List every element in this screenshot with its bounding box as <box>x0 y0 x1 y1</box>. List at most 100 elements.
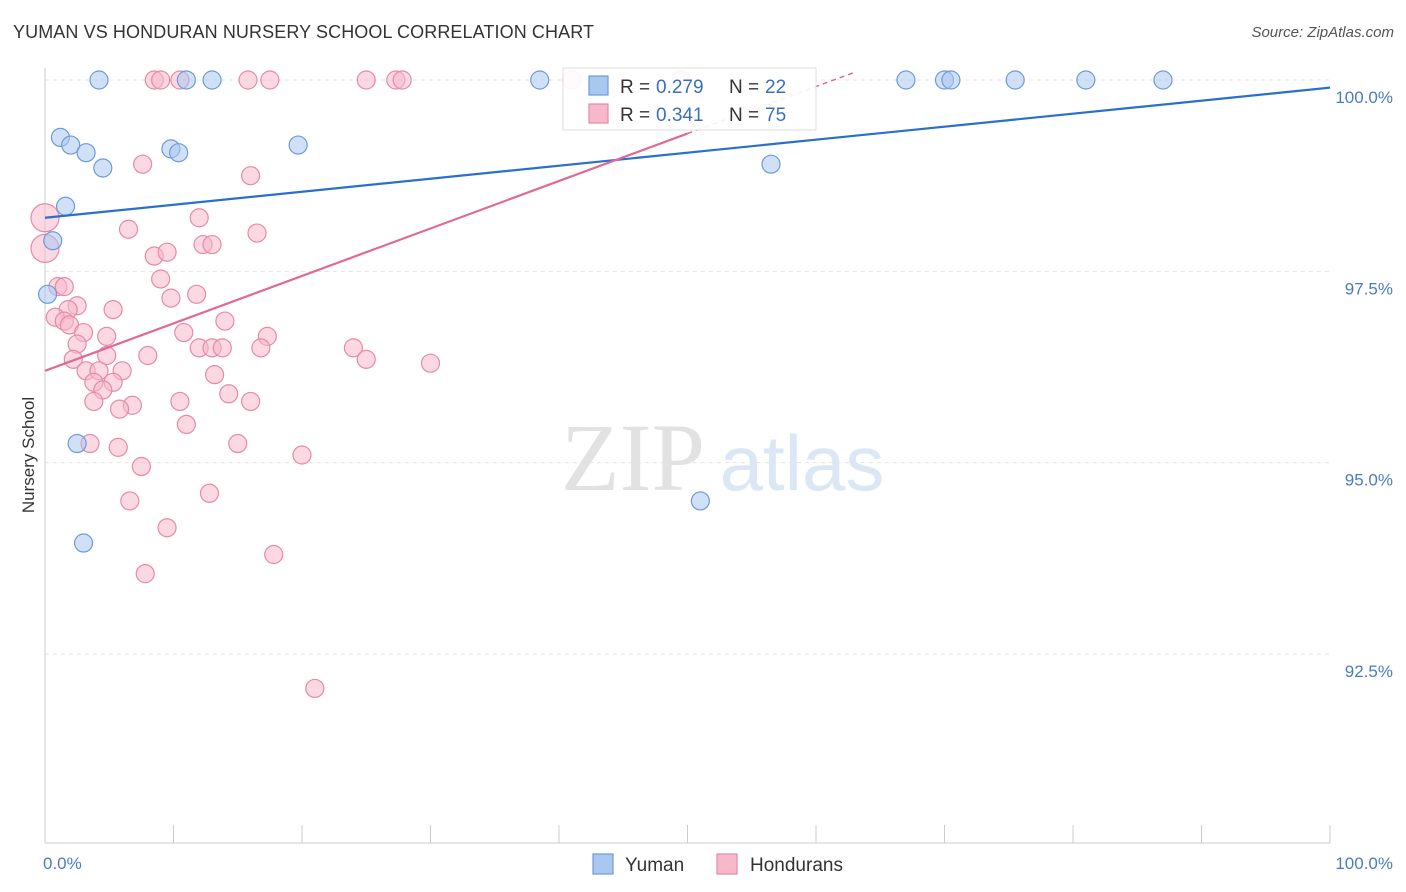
bottom-legend-swatch-hondurans <box>716 853 738 875</box>
chart-title: YUMAN VS HONDURAN NURSERY SCHOOL CORRELA… <box>13 22 595 42</box>
point-yuman <box>61 135 81 155</box>
point-yuman <box>176 70 196 90</box>
legend-swatch-yuman <box>588 75 609 96</box>
point-hondurans <box>131 456 151 477</box>
x-tick-label: 0.0% <box>43 854 82 873</box>
point-yuman <box>1005 70 1025 90</box>
y-tick-label: 100.0% <box>1335 88 1393 107</box>
point-yuman <box>1153 70 1173 90</box>
legend-swatch-hondurans <box>588 103 609 124</box>
point-hondurans <box>97 345 117 366</box>
watermark-zip: ZIP <box>561 404 705 511</box>
y-tick-label: 95.0% <box>1345 471 1393 490</box>
point-hondurans <box>157 518 177 538</box>
point-hondurans <box>305 678 325 699</box>
point-hondurans <box>133 154 153 174</box>
point-hondurans <box>392 70 412 90</box>
point-hondurans <box>84 391 104 412</box>
point-yuman <box>896 70 916 90</box>
legend-n-label: N = <box>729 105 759 126</box>
point-hondurans <box>202 234 222 255</box>
point-yuman <box>530 70 550 90</box>
point-hondurans <box>135 564 155 584</box>
point-hondurans <box>219 384 239 404</box>
bottom-legend-label-hondurans: Hondurans <box>750 855 843 876</box>
point-hondurans <box>205 365 225 385</box>
point-hondurans <box>215 311 235 331</box>
legend-n-label: N = <box>729 77 759 98</box>
point-yuman <box>1076 70 1096 90</box>
source-label: Source: ZipAtlas.com <box>1251 24 1394 41</box>
point-hondurans <box>176 414 196 434</box>
point-hondurans <box>260 70 280 90</box>
point-hondurans <box>228 433 248 454</box>
point-hondurans <box>343 338 363 358</box>
point-hondurans <box>170 391 190 412</box>
watermark-atlas: atlas <box>720 419 885 507</box>
point-yuman <box>43 231 63 251</box>
trend-yuman <box>44 86 1331 219</box>
point-hondurans <box>189 208 209 228</box>
legend-r-value: 0.279 <box>656 77 704 98</box>
point-yuman <box>761 154 781 174</box>
point-hondurans <box>241 166 261 186</box>
zipatlas-watermark: ZIP atlas <box>561 404 884 511</box>
y-axis-label: Nursery School <box>19 397 38 513</box>
point-hondurans <box>247 223 267 243</box>
point-hondurans <box>120 491 140 511</box>
point-hondurans <box>97 326 117 346</box>
point-hondurans <box>199 483 220 503</box>
grid-lines <box>45 79 1330 655</box>
legend-r-label: R = <box>620 105 650 126</box>
point-yuman <box>288 135 308 155</box>
point-hondurans <box>238 70 258 90</box>
point-hondurans <box>264 544 284 565</box>
bottom-legend-swatch-yuman <box>592 853 614 875</box>
y-tick-label: 92.5% <box>1345 662 1393 681</box>
point-hondurans <box>161 288 181 308</box>
point-yuman <box>55 196 76 216</box>
point-hondurans <box>157 242 177 262</box>
point-yuman <box>169 143 189 163</box>
point-hondurans <box>356 349 376 369</box>
point-yuman <box>89 70 109 90</box>
point-hondurans <box>251 338 271 358</box>
point-hondurans <box>109 399 130 419</box>
legend-n-value: 75 <box>765 105 786 126</box>
bottom-legend-label-yuman: Yuman <box>625 855 684 876</box>
point-hondurans <box>212 338 232 358</box>
bottom-legend: Yuman Hondurans <box>592 853 843 876</box>
point-yuman <box>690 491 710 511</box>
trend-hondurans <box>44 132 688 372</box>
point-hondurans <box>356 70 376 90</box>
point-hondurans <box>103 300 123 320</box>
axes <box>44 68 1331 844</box>
legend: R = 0.279 N = 22 R = 0.341 N = 75 <box>562 67 817 131</box>
point-hondurans <box>138 345 158 366</box>
data-points <box>30 70 1173 699</box>
point-yuman <box>73 533 94 553</box>
point-hondurans <box>174 322 194 343</box>
y-tick-label: 97.5% <box>1345 279 1393 298</box>
point-hondurans <box>54 277 74 297</box>
point-hondurans <box>118 219 139 239</box>
point-yuman <box>37 284 58 304</box>
point-hondurans <box>187 284 207 304</box>
point-hondurans <box>292 445 312 465</box>
x-tick-label: 100.0% <box>1335 854 1393 873</box>
tick-labels: 100.0% 97.5% 95.0% 92.5% 0.0% 100.0% <box>43 88 1393 873</box>
legend-r-value: 0.341 <box>656 105 704 126</box>
point-hondurans <box>151 269 171 289</box>
point-yuman <box>76 143 96 163</box>
legend-n-value: 22 <box>765 77 786 98</box>
point-yuman <box>941 70 961 90</box>
point-hondurans <box>420 353 441 373</box>
point-hondurans <box>108 437 128 457</box>
point-hondurans <box>241 391 261 412</box>
point-yuman <box>67 433 87 454</box>
point-yuman <box>202 70 222 90</box>
legend-r-label: R = <box>620 77 650 98</box>
point-yuman <box>93 158 113 178</box>
point-hondurans <box>151 70 171 90</box>
